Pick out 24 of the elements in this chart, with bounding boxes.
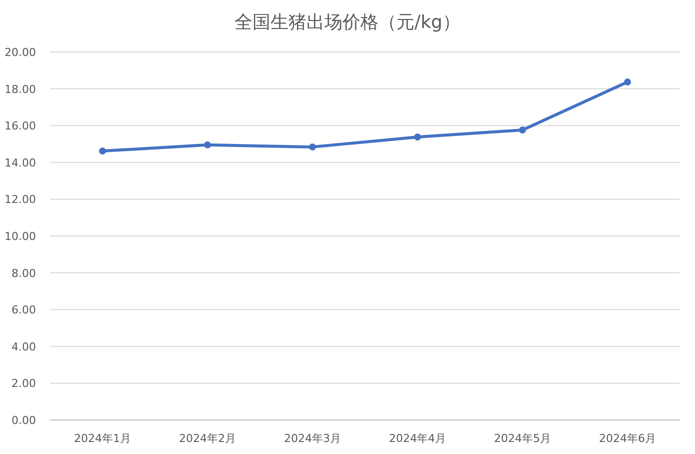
y-tick-label: 12.00 xyxy=(4,193,36,206)
y-tick-label: 16.00 xyxy=(4,120,36,133)
x-tick-label: 2024年6月 xyxy=(599,432,656,445)
y-tick-label: 10.00 xyxy=(4,230,36,243)
y-tick-label: 18.00 xyxy=(4,82,36,96)
point xyxy=(519,126,526,134)
chart-title: 全国生猪出场价格（元/kg） xyxy=(234,12,460,33)
x-tick-label: 2024年2月 xyxy=(179,432,236,445)
x-tick-label: 2024年1月 xyxy=(74,432,131,445)
y-tick-label: 14.00 xyxy=(4,156,36,170)
y-tick-label: 20.00 xyxy=(4,46,36,59)
point xyxy=(204,141,211,148)
y-tick-label: 6.00 xyxy=(12,304,36,317)
y-tick-label: 4.00 xyxy=(12,340,36,354)
point xyxy=(309,143,316,150)
x-tick-label: 2024年3月 xyxy=(284,432,341,445)
point xyxy=(624,78,631,86)
point xyxy=(414,134,421,141)
point xyxy=(99,147,106,154)
x-tick-label: 2024年5月 xyxy=(494,432,551,445)
y-tick-label: 8.00 xyxy=(12,266,36,280)
x-tick-label: 2024年4月 xyxy=(389,432,446,445)
y-tick-label: 2.00 xyxy=(12,377,36,390)
y-tick-label: 0.00 xyxy=(12,414,36,427)
